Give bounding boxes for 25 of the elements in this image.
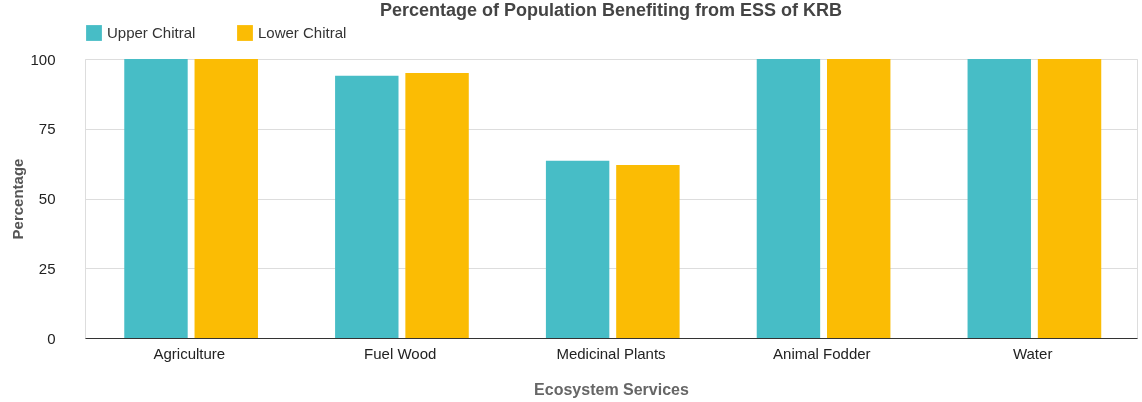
x-tick-label: Agriculture [153, 344, 226, 362]
y-tick-label: 0 [47, 329, 56, 347]
legend-label: Upper Chitral [107, 24, 196, 41]
x-tick-label: Medicinal Plants [556, 344, 666, 362]
y-tick-label: 100 [30, 50, 56, 68]
y-tick-label: 50 [38, 190, 56, 207]
y-tick-label: 75 [38, 120, 56, 138]
bar [827, 59, 891, 338]
bar [194, 59, 258, 338]
y-tick-label: 25 [38, 259, 56, 277]
bar [124, 59, 188, 338]
x-tick-label: Animal Fodder [773, 344, 871, 362]
chart-title: Percentage of Population Benefiting from ESS of KRB [379, 0, 843, 20]
bar [545, 160, 610, 338]
bar [616, 165, 680, 338]
bar [335, 75, 399, 338]
x-tick-label: Fuel Wood [364, 344, 437, 362]
bar [1037, 59, 1102, 338]
bar [967, 59, 1031, 338]
x-tick-label: Water [1012, 344, 1053, 362]
bar [756, 59, 821, 338]
y-axis-title: Percentage [9, 158, 27, 240]
legend-label: Lower Chitral [258, 24, 347, 41]
bar [405, 72, 469, 338]
x-axis-title: Ecosystem Services [534, 380, 689, 398]
